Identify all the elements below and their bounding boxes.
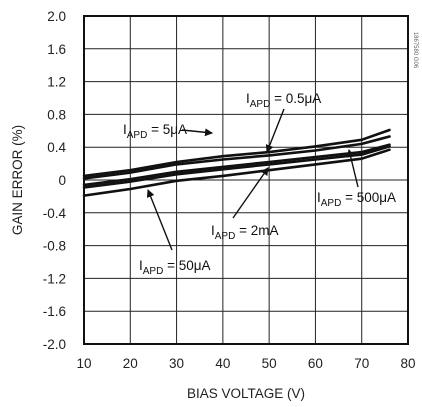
y-axis-title: GAIN ERROR (%)	[10, 125, 25, 235]
y-tick-labels: 2.0 1.6 1.2 0.8 0.4 0 -0.4 -0.8 -1.2 -1.6 -2.0	[43, 9, 67, 352]
y-tick-label: -2.0	[43, 337, 66, 352]
y-tick-label: -0.4	[43, 206, 67, 221]
x-tick-labels: 10 20 30 40 50 60 70 80	[76, 356, 415, 371]
watermark: 1867580 G06	[412, 32, 418, 69]
x-tick-label: 20	[123, 356, 138, 371]
x-axis-title: BIAS VOLTAGE (V)	[187, 386, 305, 401]
x-tick-label: 50	[262, 356, 277, 371]
annotation-label: IAPD = 50μA	[139, 258, 211, 277]
y-tick-label: 2.0	[47, 9, 66, 24]
y-tick-label: 1.2	[47, 75, 66, 90]
y-tick-label: -0.8	[43, 239, 66, 254]
x-tick-label: 30	[169, 356, 184, 371]
annotation-label: IAPD = 500μA	[317, 190, 396, 209]
x-tick-label: 80	[400, 356, 415, 371]
x-tick-label: 40	[215, 356, 230, 371]
y-tick-label: -1.2	[43, 271, 66, 286]
y-tick-label: -1.6	[43, 304, 66, 319]
arrow-2ma	[232, 167, 269, 219]
series-line-1	[82, 135, 391, 180]
x-tick-label: 70	[354, 356, 369, 371]
y-tick-label: 0.8	[47, 107, 66, 122]
y-tick-label: 0	[58, 173, 66, 188]
x-tick-label: 10	[76, 356, 91, 371]
plot-frame	[83, 15, 409, 345]
y-tick-label: 0.4	[47, 140, 66, 155]
arrow-50ua	[146, 189, 173, 251]
series-line-4	[82, 148, 391, 197]
arrow-0-5ua	[265, 108, 285, 153]
series-line-0	[82, 128, 391, 178]
arrow-5ua	[181, 128, 213, 137]
annotation-label: IAPD = 2mA	[211, 223, 278, 242]
y-tick-label: 1.6	[47, 42, 66, 57]
arrow-500ua	[346, 149, 359, 188]
grid	[83, 15, 409, 345]
annotation-label: IAPD = 0.5μA	[246, 91, 321, 110]
annotation-arrows	[146, 108, 359, 251]
x-tick-label: 60	[308, 356, 323, 371]
annotations: IAPD = 0.5μA IAPD = 5μA IAPD = 500μA IAPD =…	[123, 91, 396, 277]
annotation-label: IAPD = 5μA	[123, 122, 187, 141]
